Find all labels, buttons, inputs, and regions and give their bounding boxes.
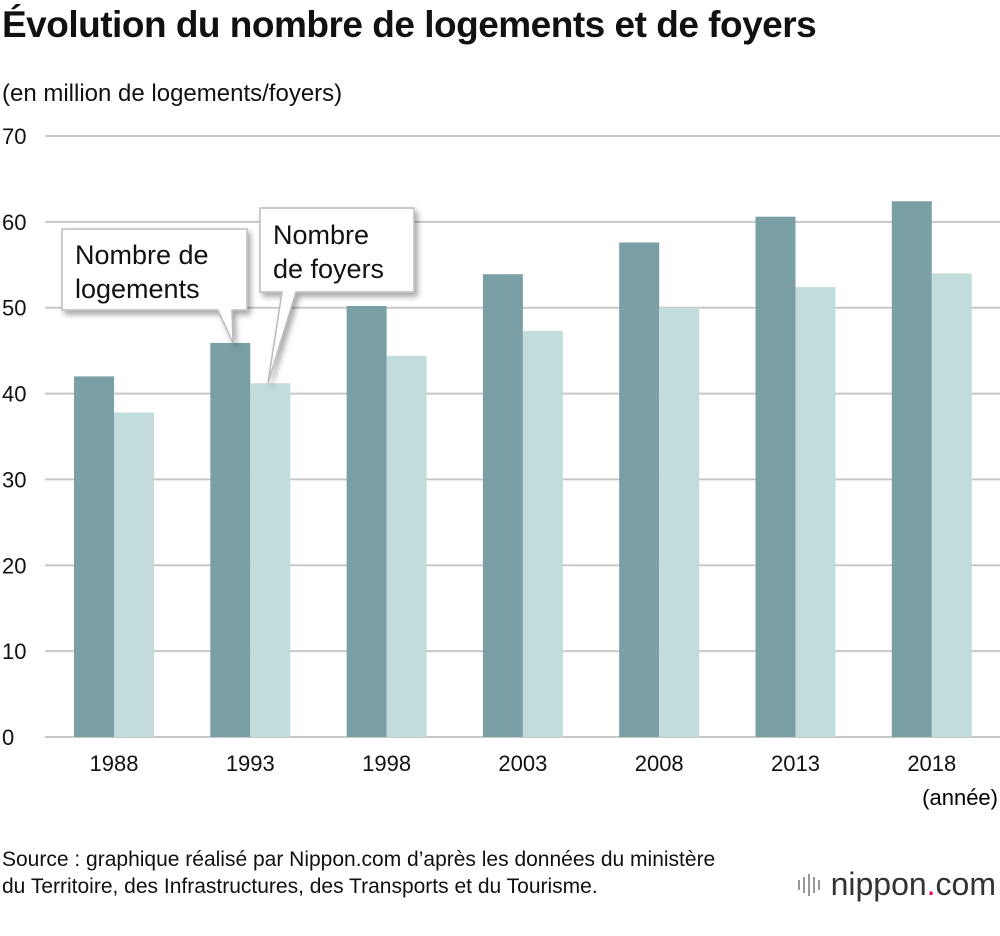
y-tick-labels: 0 10 20 30 40 50 60 70 [2, 124, 26, 750]
chart-title: Évolution du nombre de logements et de f… [2, 4, 817, 45]
x-tick-label: 2018 [907, 751, 956, 776]
nippon-logo: nippon. com [797, 866, 996, 903]
y-tick-label: 70 [2, 124, 26, 149]
bar-logements-1988 [74, 376, 114, 737]
logo-name: nippon [830, 866, 927, 902]
y-axis-unit-label: (en million de logements/foyers) [2, 80, 343, 107]
x-axis-label: (année) [922, 785, 998, 810]
bar-foyers-2013 [795, 287, 836, 737]
x-tick-label: 2013 [771, 751, 820, 776]
legend-callouts: Nombre de logements Nombre de foyers [61, 207, 415, 384]
y-tick-label: 50 [2, 296, 26, 321]
y-tick-label: 60 [2, 210, 26, 235]
bar-foyers-2018 [931, 273, 972, 737]
bars [74, 201, 972, 738]
bar-logements-2013 [755, 216, 796, 738]
bar-foyers-2008 [659, 307, 700, 737]
x-tick-label: 1993 [226, 751, 275, 776]
x-tick-label: 2008 [635, 751, 684, 776]
source-note: Source : graphique réalisé par Nippon.co… [2, 848, 716, 898]
bar-foyers-1993 [250, 383, 291, 737]
bar-logements-2018 [891, 201, 932, 737]
bar-chart: 0 10 20 30 40 50 60 70 1988 1993 1998 2003 2008 2013… [2, 124, 1000, 810]
y-tick-label: 0 [2, 725, 14, 750]
bar-foyers-2003 [522, 330, 563, 737]
bar-foyers-1998 [386, 355, 427, 737]
legend-label-line: Nombre [273, 220, 369, 250]
logo-suffix: com [935, 866, 996, 902]
bar-foyers-1988 [114, 412, 154, 737]
y-tick-label: 30 [2, 467, 26, 492]
bar-logements-1998 [346, 305, 387, 737]
y-tick-label: 40 [2, 382, 26, 407]
bar-logements-2008 [619, 242, 660, 737]
x-tick-label: 1988 [90, 751, 139, 776]
callout-box-foyers [259, 207, 415, 384]
bar-logements-2003 [482, 274, 523, 737]
bar-logements-1993 [210, 342, 251, 737]
legend-label-line: logements [75, 274, 200, 304]
logo-dot: . [926, 866, 936, 902]
legend-label-line: de foyers [273, 254, 384, 284]
y-tick-label: 20 [2, 553, 26, 578]
x-tick-label: 1998 [362, 751, 411, 776]
logo-mark-icon [797, 873, 823, 896]
x-tick-labels: 1988 1993 1998 2003 2008 2013 2018 [90, 751, 957, 776]
y-tick-label: 10 [2, 639, 26, 664]
legend-label-line: Nombre de [75, 240, 209, 270]
x-tick-label: 2003 [498, 751, 547, 776]
callout-box-logements [61, 228, 248, 344]
